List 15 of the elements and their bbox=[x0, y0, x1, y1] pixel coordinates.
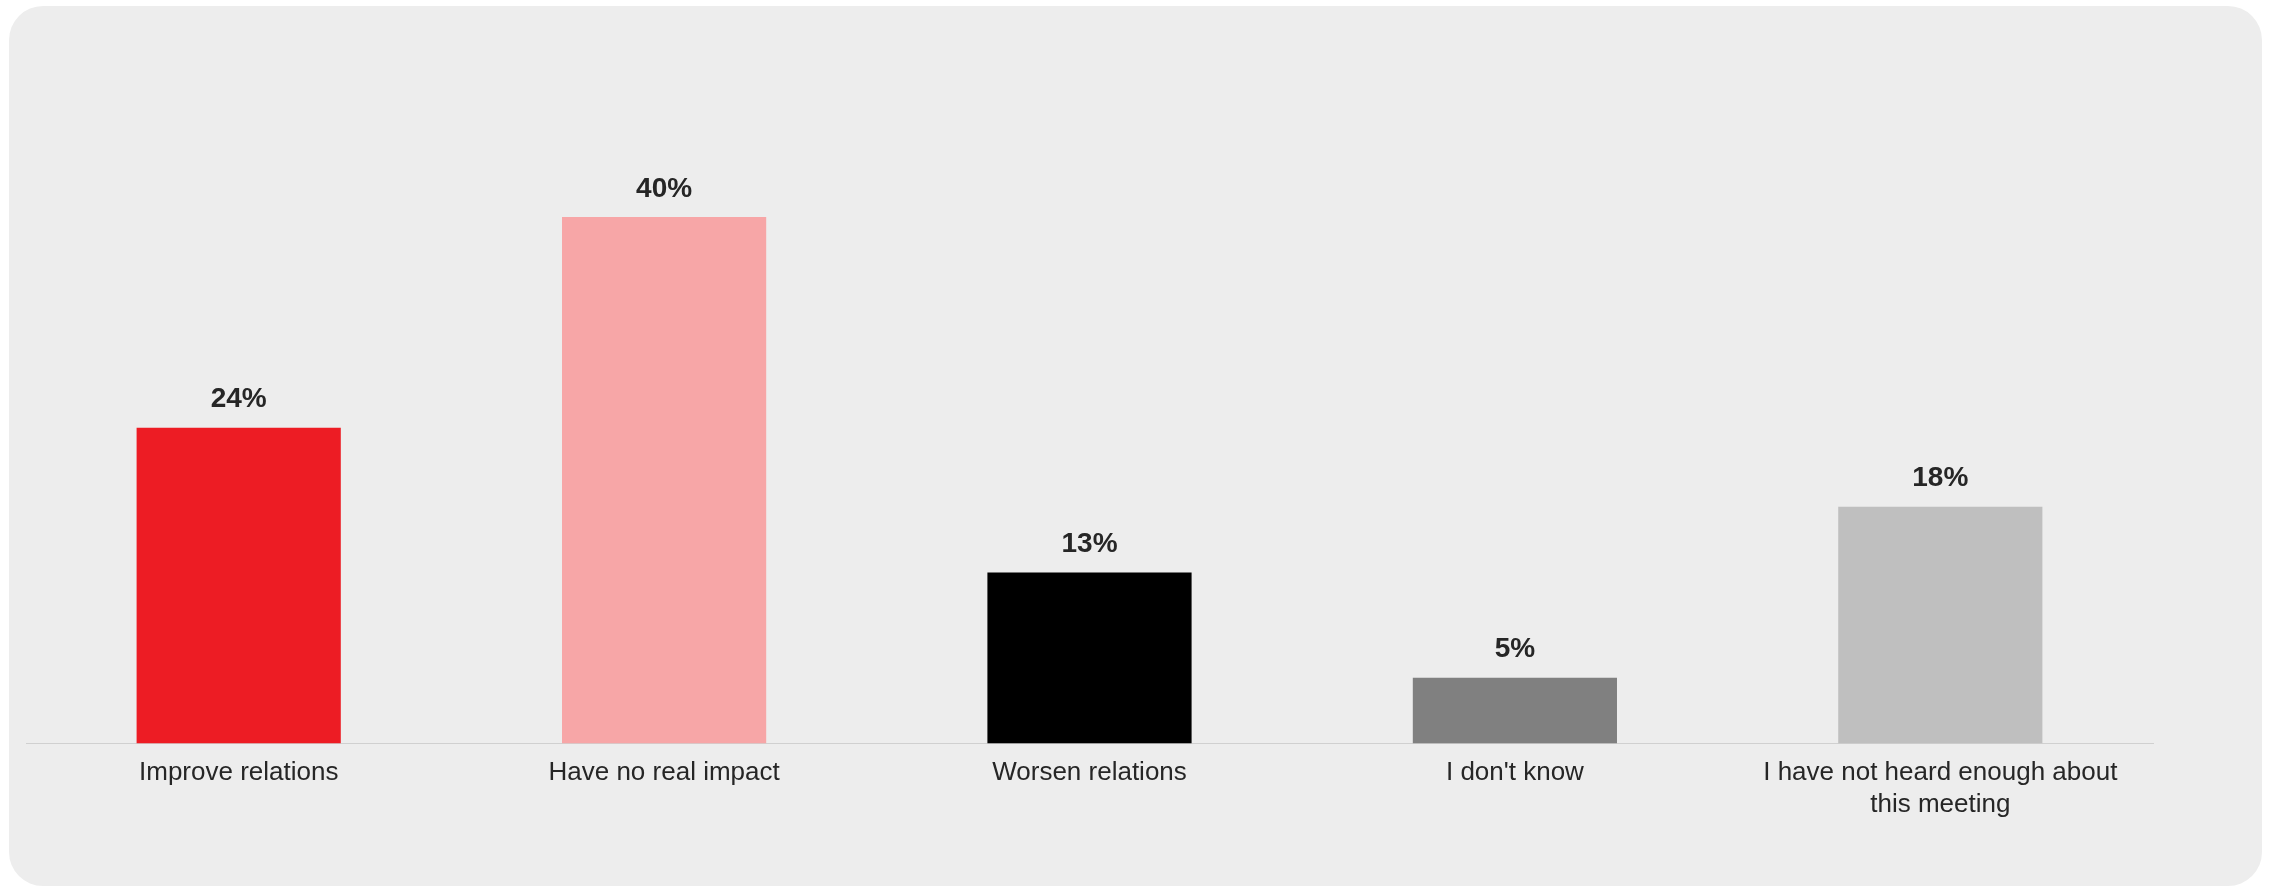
data-label: 5% bbox=[1494, 632, 1536, 664]
x-tick-label: Improve relations bbox=[138, 756, 339, 787]
bar bbox=[136, 427, 341, 744]
data-label: 24% bbox=[210, 382, 267, 414]
x-tick-label: Have no real impact bbox=[548, 756, 781, 787]
bar bbox=[1412, 677, 1617, 744]
bar bbox=[987, 572, 1192, 744]
bar bbox=[1838, 506, 2043, 744]
data-label: 13% bbox=[1061, 527, 1118, 559]
bar bbox=[562, 217, 767, 744]
x-tick-label: Worsen relations bbox=[992, 756, 1187, 787]
x-tick-label: I have not heard enough about this meeting bbox=[1763, 756, 2119, 818]
x-tick-label: I don't know bbox=[1445, 756, 1585, 787]
data-label: 18% bbox=[1912, 461, 1969, 493]
data-label: 40% bbox=[636, 171, 693, 203]
